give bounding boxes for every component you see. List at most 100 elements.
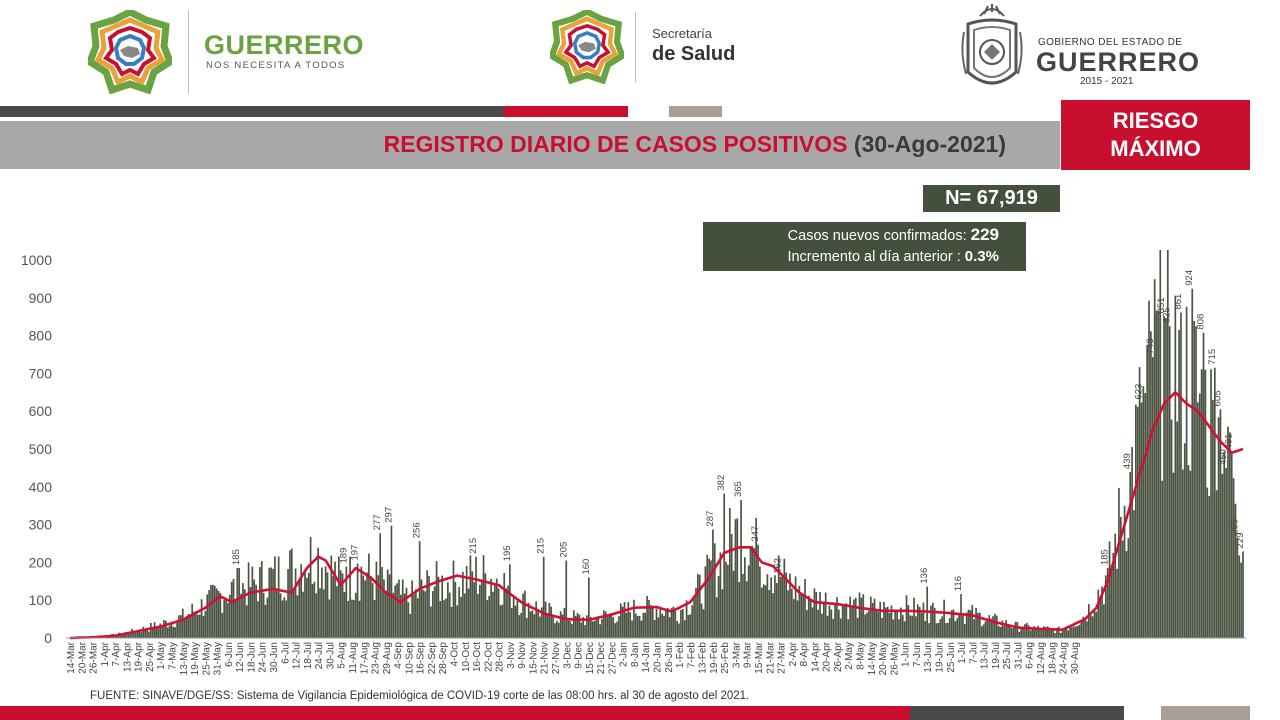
bar xyxy=(480,581,483,638)
bar xyxy=(196,614,199,638)
bar xyxy=(268,567,271,638)
bar xyxy=(561,614,564,638)
x-tick-label: 6-Jul xyxy=(280,642,291,664)
bar xyxy=(787,590,789,638)
bar xyxy=(1219,409,1222,638)
bar xyxy=(1067,630,1070,638)
bar xyxy=(875,610,878,638)
bar xyxy=(200,599,203,638)
x-tick-label: 24-Jun xyxy=(258,642,269,673)
bar xyxy=(469,555,472,638)
x-tick-label: 7-Jun xyxy=(912,642,923,667)
bar xyxy=(868,610,870,638)
bar xyxy=(807,595,810,638)
bar xyxy=(834,605,836,638)
x-tick-label: 12-Jun xyxy=(235,642,246,673)
bar xyxy=(982,624,985,638)
bar xyxy=(1151,357,1154,638)
bar xyxy=(527,602,530,638)
bar xyxy=(881,618,883,638)
bar xyxy=(287,568,289,638)
bar xyxy=(766,574,769,638)
x-tick-label: 6-Aug xyxy=(1025,642,1036,669)
bar xyxy=(883,601,885,638)
bar-value-label: 116 xyxy=(953,576,964,591)
source-footnote: FUENTE: SINAVE/DGE/SS: Sistema de Vigila… xyxy=(90,690,750,702)
bar xyxy=(198,614,201,638)
bar xyxy=(424,591,427,638)
bar xyxy=(471,571,474,638)
bar xyxy=(1097,589,1100,638)
x-tick-label: 26-Apr xyxy=(833,641,844,672)
bar xyxy=(484,573,487,638)
bar xyxy=(1157,310,1160,638)
bar xyxy=(1009,626,1011,638)
bar xyxy=(1046,626,1049,638)
bar xyxy=(958,613,960,638)
bar xyxy=(775,583,778,638)
bar xyxy=(1155,310,1158,638)
bar xyxy=(1061,630,1064,638)
bar xyxy=(960,594,962,638)
bar xyxy=(822,602,825,638)
bar xyxy=(405,587,408,638)
x-tick-label: 18-Jun xyxy=(246,642,257,673)
x-tick-label: 14-Apr xyxy=(810,641,821,672)
x-tick-label: 5-Aug xyxy=(337,642,348,669)
bar xyxy=(1174,295,1177,638)
bar xyxy=(148,631,150,638)
bar xyxy=(1212,399,1214,638)
bar-value-labels: 185 189 197 277 297 256 215 195 215 205 160 287 382 3… xyxy=(231,270,1246,591)
bar xyxy=(1172,472,1175,638)
bar xyxy=(232,578,235,638)
bar xyxy=(1110,567,1113,638)
x-tick-label: 12-Jul xyxy=(292,642,303,669)
bar xyxy=(556,620,558,638)
bar xyxy=(332,575,335,638)
bar xyxy=(509,564,511,638)
x-tick-label: 1-Feb xyxy=(675,642,686,669)
bar xyxy=(552,615,554,638)
bar xyxy=(228,594,231,638)
bar xyxy=(478,584,481,638)
bar xyxy=(680,609,682,638)
bar xyxy=(1101,586,1103,638)
bar xyxy=(879,601,882,638)
bar xyxy=(999,626,1002,638)
bar xyxy=(1031,629,1034,638)
x-tick-label: 15-Nov xyxy=(528,642,539,674)
bar xyxy=(625,612,628,638)
bar xyxy=(967,609,970,638)
bar xyxy=(426,570,429,638)
bar xyxy=(159,623,162,638)
bar xyxy=(1121,540,1124,638)
bar xyxy=(354,592,357,638)
bar xyxy=(1170,419,1173,638)
bar xyxy=(236,568,239,638)
bar xyxy=(1166,250,1169,638)
bar xyxy=(260,561,263,638)
bar xyxy=(890,605,893,638)
bar-value-label: 825 xyxy=(1162,307,1173,323)
bar xyxy=(1112,552,1115,638)
bar-value-label: 851 xyxy=(1156,297,1167,313)
bar xyxy=(941,616,944,638)
x-tick-label: 2-Apr xyxy=(788,641,799,666)
bar xyxy=(915,616,917,638)
bar xyxy=(854,597,857,638)
bar xyxy=(783,558,786,638)
bar xyxy=(430,606,432,638)
bar xyxy=(930,605,932,638)
x-tick-label: 8-May xyxy=(856,642,867,670)
bar xyxy=(136,630,139,638)
bar xyxy=(905,595,908,638)
x-tick-label: 30-Jul xyxy=(325,642,336,669)
bar xyxy=(851,607,853,638)
bar xyxy=(653,620,656,638)
bar xyxy=(975,607,977,638)
bar xyxy=(1016,622,1019,638)
bar xyxy=(283,597,286,638)
bar xyxy=(259,567,261,638)
bar xyxy=(794,576,797,638)
